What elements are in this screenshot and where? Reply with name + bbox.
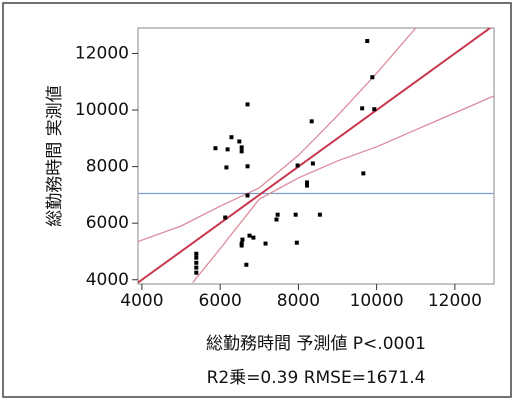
point: [360, 106, 365, 111]
point: [275, 212, 280, 217]
point: [223, 215, 228, 220]
point: [309, 119, 314, 124]
y-axis-label: 総勤務時間 実測値: [45, 85, 65, 226]
point: [194, 265, 199, 270]
stats-label: R2乗=0.39 RMSE=1671.4: [207, 368, 426, 388]
point: [294, 240, 299, 245]
point: [229, 135, 234, 140]
y-tick-label: 8000: [86, 157, 129, 177]
point: [239, 149, 244, 154]
y-tick-label: 6000: [86, 213, 129, 233]
x-tick-label: 6000: [199, 291, 242, 311]
point: [239, 145, 244, 150]
point: [194, 270, 199, 275]
x-tick-label: 10000: [350, 291, 404, 311]
point: [194, 260, 199, 265]
point: [251, 235, 256, 240]
point: [295, 163, 300, 168]
point: [293, 212, 298, 217]
y-tick-label: 10000: [75, 100, 129, 120]
point: [194, 251, 199, 256]
x-tick-label: 12000: [428, 291, 482, 311]
x-axis-label: 総勤務時間 予測値 P<.0001: [206, 334, 426, 354]
point: [247, 233, 252, 238]
point: [239, 243, 244, 248]
point: [305, 180, 310, 185]
point: [361, 171, 366, 176]
point: [194, 255, 199, 260]
point: [225, 147, 230, 152]
x-tick-label: 4000: [120, 291, 163, 311]
y-tick-label: 12000: [75, 43, 129, 63]
point: [263, 241, 268, 246]
point: [370, 75, 375, 80]
point: [224, 165, 229, 170]
point: [372, 107, 377, 112]
point: [305, 183, 310, 188]
point: [365, 39, 370, 44]
point: [245, 193, 250, 198]
point: [310, 161, 315, 166]
point: [245, 102, 250, 107]
fit-line: [138, 28, 492, 284]
point: [244, 262, 249, 267]
x-tick-label: 8000: [277, 291, 320, 311]
confidence-curve: [138, 28, 417, 243]
point: [245, 164, 250, 169]
plot-area: [137, 27, 495, 285]
point: [213, 146, 218, 151]
point: [240, 237, 245, 242]
y-tick-label: 4000: [86, 270, 129, 290]
confidence-curve: [192, 95, 494, 283]
point: [237, 139, 242, 144]
point: [274, 217, 279, 222]
point: [317, 212, 322, 217]
